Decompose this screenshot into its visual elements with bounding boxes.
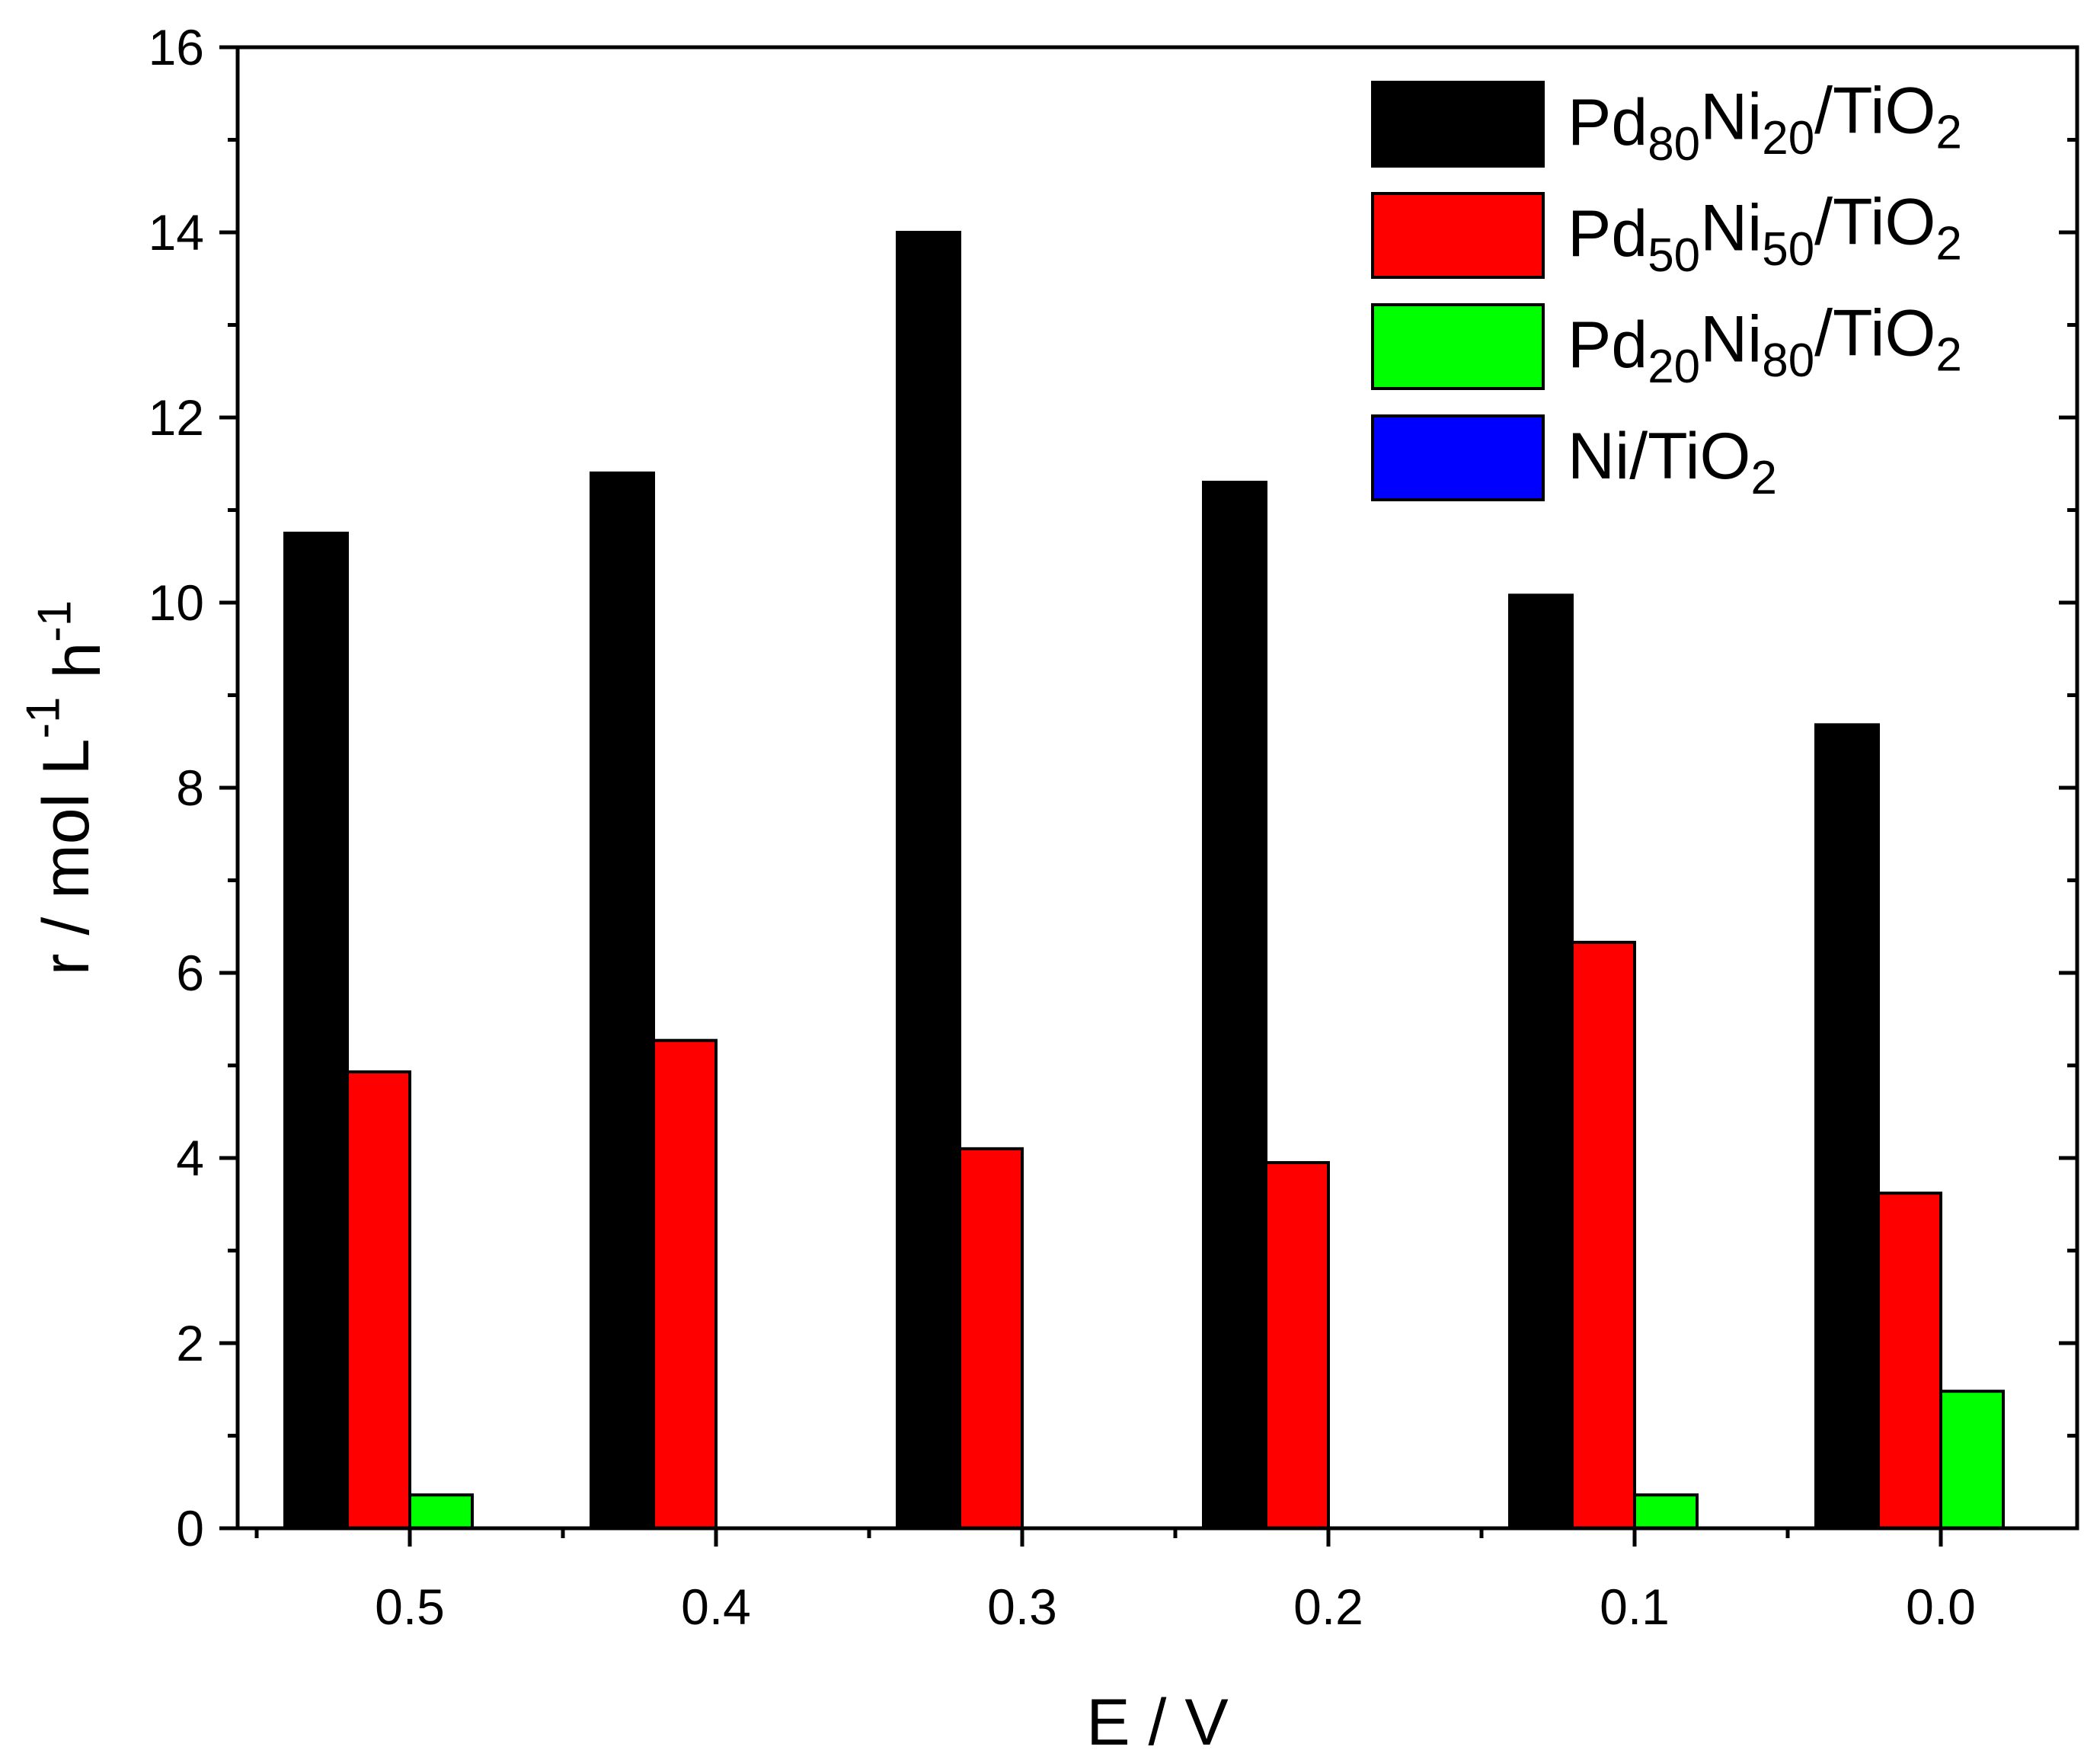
bar-s0-c5 [1814,723,1880,1530]
legend-swatch [1371,303,1545,390]
bar-s0-c2 [896,231,961,1530]
bar-s2-c5 [1939,1390,2005,1531]
bar-s1-c3 [1264,1161,1330,1530]
legend-swatch [1371,81,1545,168]
axis-titles: E / V r / mol L-1 h-1 [18,600,1229,1753]
y-tick-label: 8 [176,760,204,816]
axes-layer: 0 2 4 6 8 10 12 14 16 0.5 0.4 0.3 0.2 0.1 0.0 [149,19,2079,1635]
y-tick-label: 2 [176,1315,204,1371]
x-tick-label: 0.0 [1906,1579,1976,1635]
legend: Pd80Ni20/TiO2 Pd50Ni50/TiO2 Pd20Ni80/TiO2 N… [1371,75,1962,504]
y-axis-title-group: r / mol L-1 h-1 [18,600,114,975]
bar-s1-c4 [1571,940,1636,1530]
x-tick-label: 0.5 [375,1579,445,1635]
bar-s0-c0 [283,531,349,1530]
y-tick-label: 4 [176,1130,204,1186]
bar-s2-c4 [1633,1493,1699,1531]
bars-layer [283,231,2005,1531]
legend-label: Pd20Ni80/TiO2 [1568,297,1962,393]
bar-s1-c2 [958,1147,1024,1530]
legend-swatch [1371,414,1545,501]
y-tick-label: 14 [149,204,204,261]
x-tick-label: 0.1 [1600,1579,1670,1635]
x-tick-label: 0.4 [681,1579,751,1635]
x-tick-label: 0.2 [1293,1579,1363,1635]
bar-s1-c0 [346,1070,411,1530]
y-tick-label: 16 [149,19,204,75]
bar-s0-c1 [590,471,655,1530]
bar-s0-c4 [1508,593,1574,1530]
x-axis-title: E / V [1086,1686,1228,1753]
y-tick-label: 10 [149,574,204,631]
bar-s2-c0 [408,1493,474,1531]
bar-s0-c3 [1202,481,1267,1530]
bar-s1-c1 [652,1038,718,1530]
x-tick-label: 0.3 [987,1579,1057,1635]
y-tick-label: 12 [149,389,204,446]
legend-label: Pd80Ni20/TiO2 [1568,75,1962,171]
legend-label: Ni/TiO2 [1568,420,1777,504]
y-tick-label: 0 [176,1500,204,1556]
y-axis-title: r / mol L-1 h-1 [18,600,114,975]
legend-swatch [1371,192,1545,279]
bar-s1-c5 [1877,1192,1942,1531]
legend-label: Pd50Ni50/TiO2 [1568,186,1962,282]
y-tick-label: 6 [176,945,204,1001]
